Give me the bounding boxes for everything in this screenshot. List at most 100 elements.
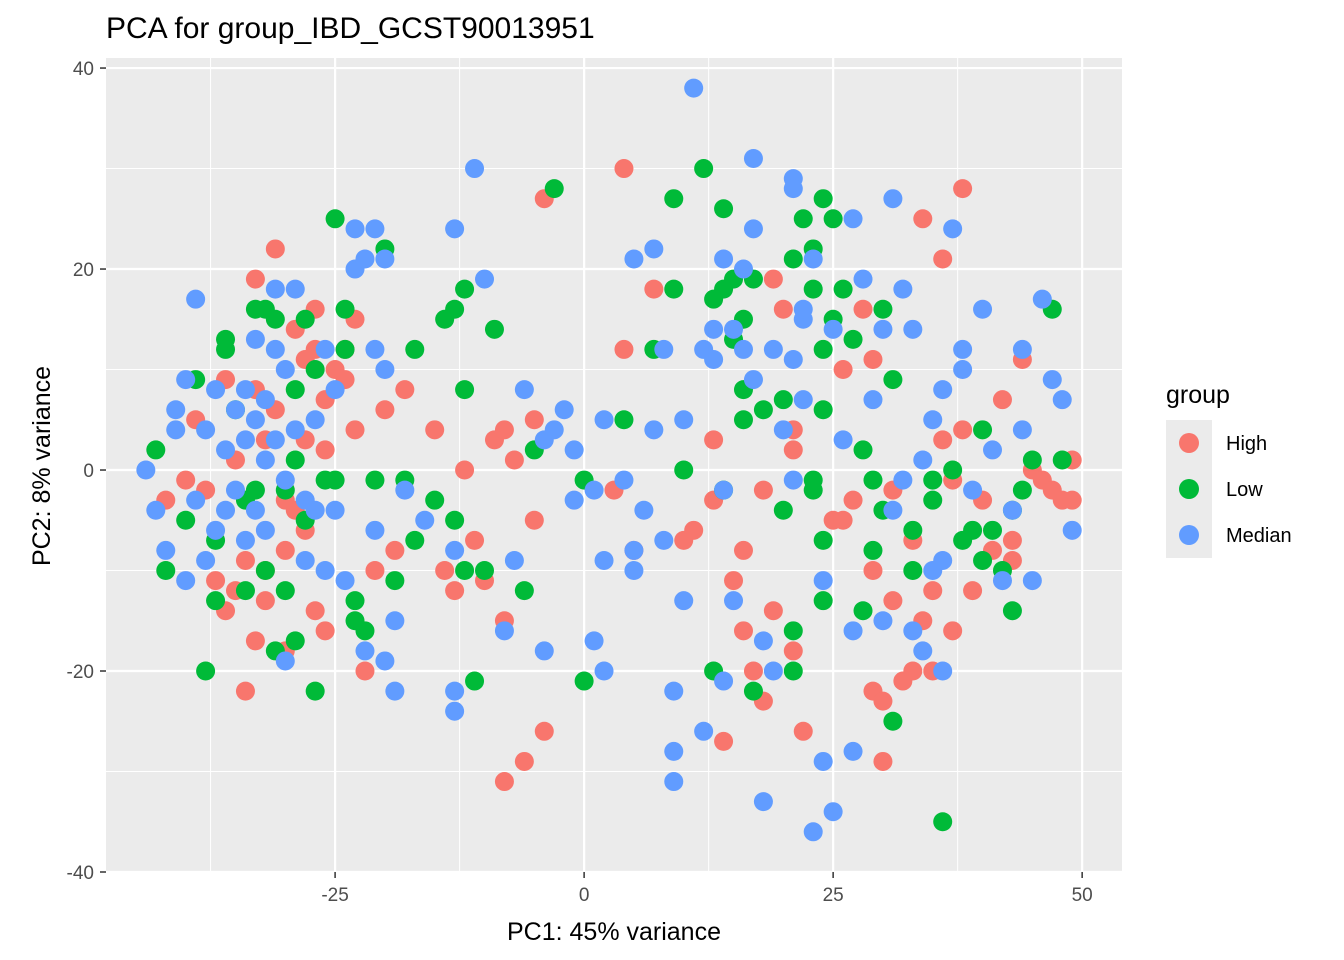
data-point-low (743, 681, 763, 701)
data-point-median (564, 490, 584, 510)
data-point-median (654, 339, 674, 359)
data-point-median (345, 219, 365, 239)
data-point-median (724, 319, 744, 339)
data-point-high (903, 661, 923, 681)
data-point-low (365, 470, 385, 490)
data-point-low (245, 480, 265, 500)
legend-label-high: High (1226, 433, 1267, 455)
data-point-median (953, 360, 973, 380)
data-point-low (285, 380, 305, 400)
data-point-median (355, 249, 375, 269)
data-point-median (733, 259, 753, 279)
data-point-low (196, 661, 216, 681)
data-point-low (783, 621, 803, 641)
data-point-median (375, 651, 395, 671)
x-tick-label: -25 (321, 885, 348, 906)
data-point-low (883, 370, 903, 390)
x-axis-title: PC1: 45% variance (507, 918, 721, 946)
data-point-high (644, 279, 664, 299)
data-points (136, 78, 1082, 842)
data-point-median (365, 219, 385, 239)
y-tick-label: -20 (67, 662, 94, 683)
data-point-low (883, 711, 903, 731)
data-point-high (953, 179, 973, 199)
data-point-median (375, 360, 395, 380)
data-point-median (624, 540, 644, 560)
data-point-high (206, 571, 226, 591)
data-point-median (1032, 289, 1052, 309)
data-point-median (584, 631, 604, 651)
data-point-low (933, 812, 953, 832)
data-point-high (504, 450, 524, 470)
data-point-median (853, 269, 873, 289)
data-point-high (425, 420, 445, 440)
legend-title: group (1166, 381, 1230, 409)
data-point-low (793, 209, 813, 229)
data-point-median (166, 420, 186, 440)
data-point-median (963, 480, 983, 500)
data-point-high (863, 561, 883, 581)
data-point-low (783, 661, 803, 681)
data-point-low (823, 209, 843, 229)
data-point-median (245, 410, 265, 430)
data-point-high (704, 430, 724, 450)
data-point-high (524, 410, 544, 430)
data-point-high (255, 591, 275, 611)
data-point-low (664, 189, 684, 209)
data-point-median (763, 661, 783, 681)
data-point-median (265, 430, 285, 450)
data-point-median (335, 571, 355, 591)
data-point-median (933, 550, 953, 570)
data-point-median (445, 701, 465, 721)
data-point-median (753, 631, 773, 651)
data-point-median (216, 440, 236, 460)
data-point-median (494, 621, 514, 641)
data-point-low (694, 159, 714, 179)
data-point-low (943, 460, 963, 480)
data-point-low (325, 470, 345, 490)
data-point-low (1012, 480, 1032, 500)
data-point-median (624, 249, 644, 269)
data-point-median (265, 339, 285, 359)
data-point-median (793, 390, 813, 410)
data-point-high (534, 721, 554, 741)
data-point-median (315, 339, 335, 359)
data-point-median (644, 420, 664, 440)
data-point-high (355, 661, 375, 681)
data-point-median (883, 500, 903, 520)
data-point-median (783, 470, 803, 490)
y-tick-label: 40 (73, 59, 94, 80)
data-point-median (704, 349, 724, 369)
data-point-median (375, 249, 395, 269)
data-point-low (903, 561, 923, 581)
data-point-high (465, 530, 485, 550)
data-point-high (265, 239, 285, 259)
data-point-high (435, 561, 455, 581)
chart-title: PCA for group_IBD_GCST90013951 (106, 12, 595, 45)
data-point-median (265, 279, 285, 299)
data-point-high (614, 159, 634, 179)
data-point-median (714, 671, 734, 691)
data-point-median (694, 721, 714, 741)
data-point-median (943, 219, 963, 239)
data-point-high (235, 681, 255, 701)
data-point-median (415, 510, 435, 530)
data-point-median (773, 420, 793, 440)
data-point-median (285, 420, 305, 440)
data-point-median (654, 530, 674, 550)
data-point-median (893, 279, 913, 299)
data-point-low (853, 440, 873, 460)
legend-keys: High Low Median (1166, 420, 1292, 558)
data-point-high (783, 641, 803, 661)
data-point-median (933, 661, 953, 681)
data-point-median (1042, 370, 1062, 390)
data-point-low (753, 400, 773, 420)
data-point-low (614, 410, 634, 430)
data-point-high (714, 731, 734, 751)
data-point-median (186, 289, 206, 309)
data-point-low (475, 561, 495, 581)
y-tick-label: 0 (83, 461, 94, 482)
data-point-median (1012, 339, 1032, 359)
data-point-median (743, 148, 763, 168)
